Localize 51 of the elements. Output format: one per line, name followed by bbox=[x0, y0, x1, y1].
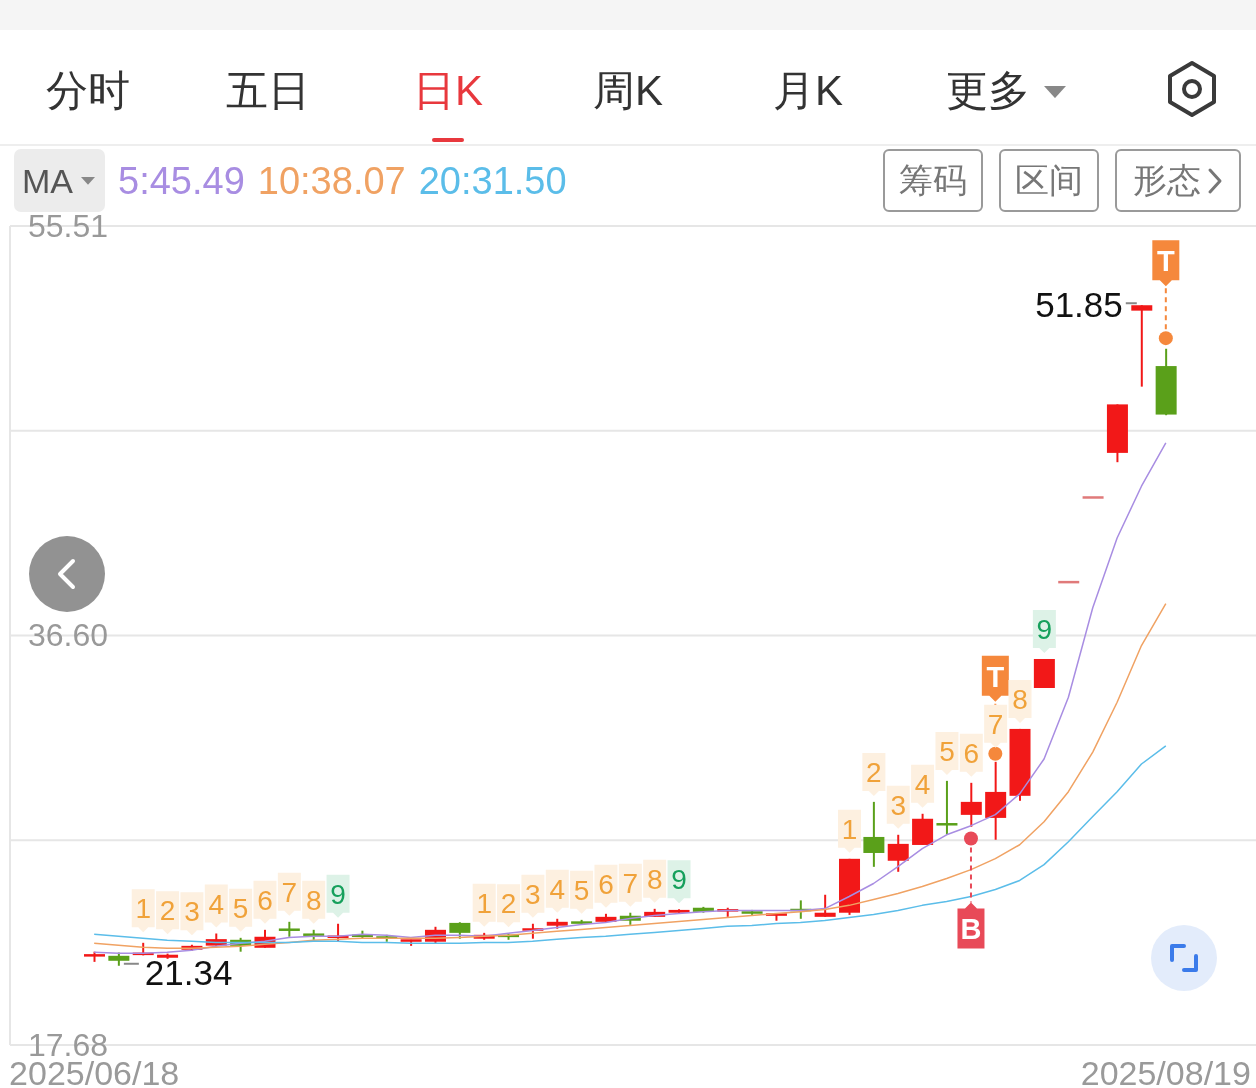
count-tag: 1 bbox=[131, 889, 155, 933]
text: 分时 bbox=[46, 66, 130, 116]
text: 周K bbox=[592, 66, 664, 116]
count-tag: 4 bbox=[911, 764, 935, 808]
count-tag: 4 bbox=[545, 869, 569, 913]
text: 10:38.07 bbox=[257, 158, 406, 203]
count-tag: 6 bbox=[594, 864, 618, 908]
count-tag: 3 bbox=[521, 874, 545, 918]
count-tag: 2 bbox=[497, 884, 521, 928]
count-tag: 6 bbox=[253, 880, 277, 924]
text: 日K bbox=[412, 66, 484, 116]
outlined-button: 区间 bbox=[999, 149, 1099, 212]
data-label: B bbox=[960, 913, 982, 946]
count-tag: 9 bbox=[1032, 610, 1056, 653]
outlined-button: 筹码 bbox=[883, 149, 983, 212]
count-tag: 7 bbox=[277, 872, 301, 916]
signal-tag: B bbox=[957, 902, 985, 949]
count-tag: 8 bbox=[1008, 679, 1032, 723]
count-tag: 5 bbox=[935, 731, 959, 775]
count-tag: 3 bbox=[886, 785, 910, 829]
count-tag: 2 bbox=[862, 752, 886, 796]
count-tag: 5 bbox=[570, 870, 594, 914]
data-label: T bbox=[1156, 245, 1175, 278]
count-tag: 5 bbox=[229, 888, 253, 932]
count-tag: 9 bbox=[326, 874, 350, 918]
count-tag: 4 bbox=[204, 884, 228, 928]
legend-title: MA bbox=[22, 161, 73, 201]
count-tag: 1 bbox=[472, 883, 496, 927]
count-tag: 7 bbox=[618, 863, 642, 907]
signal-tag: T bbox=[981, 655, 1009, 702]
count-tag: 7 bbox=[984, 704, 1008, 748]
count-tag: 9 bbox=[667, 860, 691, 904]
outlined-button: 形态 bbox=[1115, 149, 1241, 212]
data-label: T bbox=[986, 660, 1005, 693]
count-tag: 8 bbox=[302, 880, 326, 924]
signal-tag: T bbox=[1152, 240, 1180, 287]
count-tag: 2 bbox=[156, 891, 180, 935]
y-tick-label: 36.60 bbox=[28, 617, 109, 654]
count-tag: 1 bbox=[838, 809, 861, 853]
text: 月K bbox=[772, 66, 844, 116]
x-tick-label: 2025/08/19 bbox=[1080, 1054, 1251, 1088]
text: 五日 bbox=[226, 66, 310, 116]
y-tick-label: 55.51 bbox=[28, 208, 109, 244]
count-tag: 8 bbox=[643, 859, 667, 903]
annotation: 51.85 bbox=[1035, 285, 1123, 325]
text: 5:45.49 bbox=[118, 158, 245, 203]
count-tag: 3 bbox=[180, 892, 204, 936]
count-tag: 6 bbox=[959, 733, 983, 777]
annotation: 21.34 bbox=[144, 952, 233, 992]
text: 20:31.50 bbox=[418, 158, 567, 203]
text: 更多 bbox=[946, 66, 1030, 116]
